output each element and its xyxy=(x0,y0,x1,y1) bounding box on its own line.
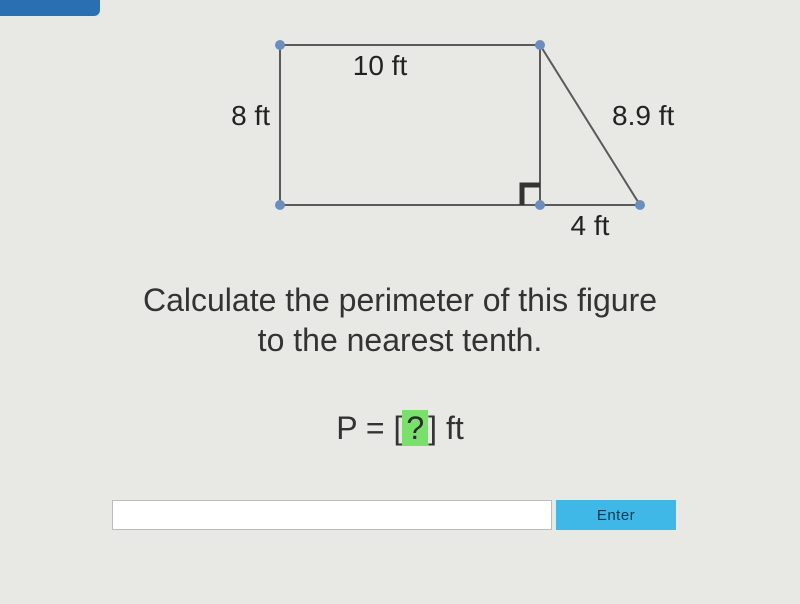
figure-outline xyxy=(280,45,640,205)
dim-base: 4 ft xyxy=(571,210,610,241)
vertex xyxy=(535,40,545,50)
answer-row: Enter xyxy=(112,500,676,530)
geometry-figure: 10 ft 8 ft 8.9 ft 4 ft xyxy=(0,35,800,245)
vertex xyxy=(275,200,285,210)
dim-top: 10 ft xyxy=(353,50,408,81)
question-line1: Calculate the perimeter of this figure xyxy=(143,282,657,318)
question-line2: to the nearest tenth. xyxy=(258,322,543,358)
vertex xyxy=(635,200,645,210)
vertex xyxy=(535,200,545,210)
enter-button[interactable]: Enter xyxy=(556,500,676,530)
window-accent xyxy=(0,0,100,16)
dim-left: 8 ft xyxy=(231,100,270,131)
formula-suffix: ] ft xyxy=(428,410,464,446)
answer-input[interactable] xyxy=(112,500,552,530)
vertex xyxy=(275,40,285,50)
formula-prefix: P = [ xyxy=(336,410,402,446)
answer-placeholder: ? xyxy=(402,410,428,446)
question-text: Calculate the perimeter of this figure t… xyxy=(0,280,800,360)
formula: P = [?] ft xyxy=(0,410,800,447)
dim-hyp: 8.9 ft xyxy=(612,100,674,131)
